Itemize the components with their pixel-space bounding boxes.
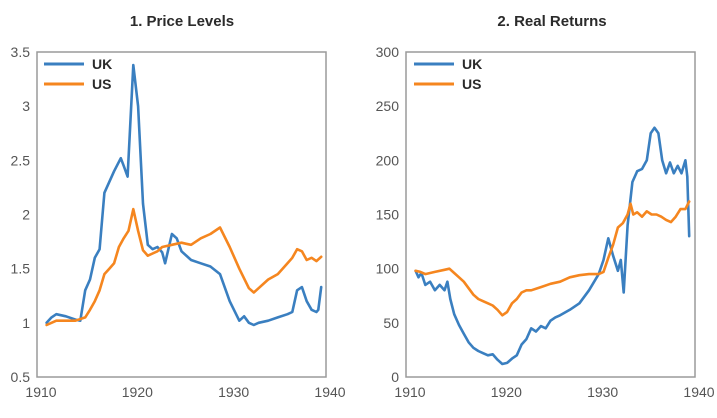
x-tick-label: 1920	[122, 384, 153, 400]
legend: UK US	[44, 56, 112, 92]
x-tick-label: 1920	[491, 384, 522, 400]
x-tick-label: 1910	[25, 384, 56, 400]
y-tick-label: 250	[376, 98, 400, 114]
series-line-us	[414, 200, 691, 317]
legend: UK US	[414, 56, 482, 92]
y-tick-label: 200	[376, 152, 400, 168]
y-tick-label: 0	[391, 369, 399, 385]
y-tick-label: 1.5	[11, 261, 31, 277]
x-tick-label: 1930	[587, 384, 618, 400]
chart-title: 2. Real Returns	[497, 13, 606, 30]
x-tick-label: 1940	[314, 384, 345, 400]
series-lines	[414, 126, 691, 366]
y-tick-label: 2.5	[11, 152, 31, 168]
y-tick-label: 100	[376, 261, 400, 277]
legend-label-us: US	[92, 76, 111, 92]
price-levels-panel: 1. Price Levels 0.5 1 1.5 2 2.5 3 3.5 1910 1920…	[11, 13, 346, 400]
series-line-uk	[414, 126, 691, 366]
y-axis: 0 50 100 150 200 250 300	[376, 44, 400, 385]
y-tick-label: 300	[376, 44, 400, 60]
x-tick-label: 1930	[218, 384, 249, 400]
legend-label-uk: UK	[92, 56, 112, 72]
y-tick-label: 150	[376, 207, 400, 223]
y-tick-label: 1	[22, 315, 30, 331]
y-tick-label: 2	[22, 207, 30, 223]
y-tick-label: 3	[22, 98, 30, 114]
x-tick-label: 1940	[683, 384, 714, 400]
series-line-uk	[45, 63, 323, 327]
chart-title: 1. Price Levels	[130, 13, 234, 30]
x-tick-label: 1910	[394, 384, 425, 400]
y-tick-label: 50	[383, 315, 399, 331]
legend-label-us: US	[462, 76, 481, 92]
y-axis: 0.5 1 1.5 2 2.5 3 3.5	[11, 44, 31, 385]
plot-frame	[405, 51, 696, 378]
x-axis: 1910 1920 1930 1940	[25, 384, 345, 400]
y-tick-label: 3.5	[11, 44, 31, 60]
plot-frame	[36, 51, 327, 378]
x-axis: 1910 1920 1930 1940	[394, 384, 714, 400]
series-line-us	[45, 207, 323, 327]
series-lines	[45, 63, 323, 327]
y-tick-label: 0.5	[11, 369, 31, 385]
legend-label-uk: UK	[462, 56, 482, 72]
